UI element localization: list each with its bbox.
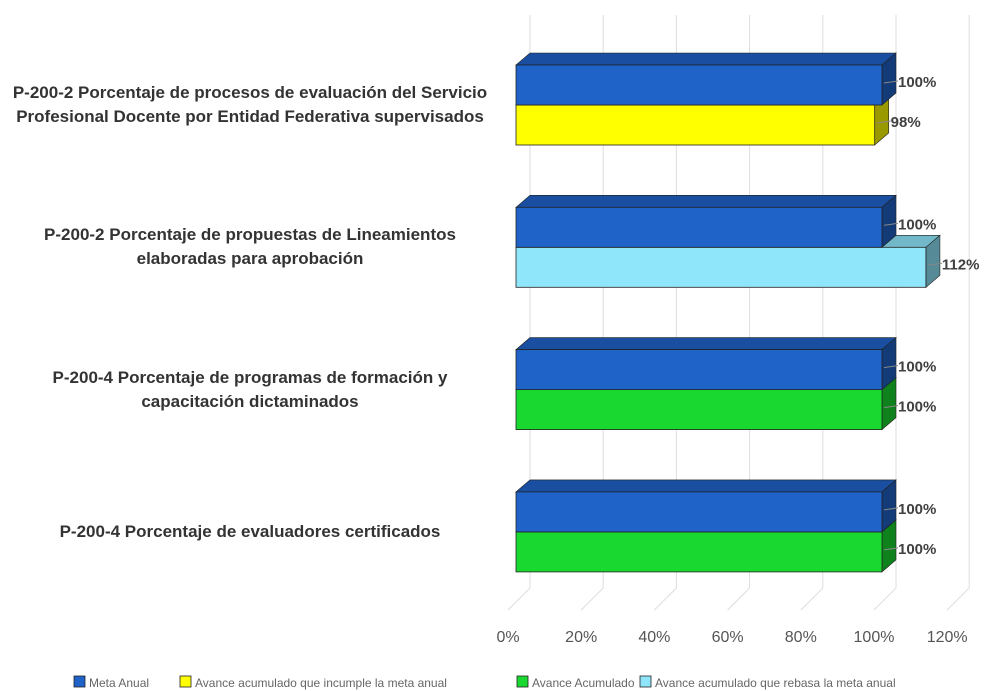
value-label: 100% — [898, 541, 936, 558]
x-tick-label: 120% — [927, 629, 968, 646]
label-leader — [883, 405, 899, 409]
x-tick-label: 60% — [712, 629, 744, 646]
bar — [515, 206, 883, 248]
bar-top — [515, 52, 897, 66]
label-leader — [883, 365, 899, 369]
legend-label: Avance acumulado que rebasa la meta anua… — [655, 676, 896, 690]
value-label: 100% — [898, 359, 936, 376]
value-label: 100% — [898, 216, 936, 233]
bar-top — [515, 195, 897, 208]
bar — [515, 491, 883, 533]
x-tick-label: 100% — [854, 629, 895, 646]
label-leader — [883, 80, 899, 84]
legend-swatch — [73, 675, 86, 688]
bar — [515, 349, 883, 391]
value-label: 100% — [898, 399, 936, 416]
legend-label: Avance Acumulado — [532, 676, 635, 690]
bar — [515, 104, 876, 146]
bar-top — [515, 479, 897, 493]
category-label: P-200-4 Porcentaje de evaluadores certif… — [59, 521, 441, 541]
x-tick-label: 0% — [496, 629, 519, 646]
legend-label: Meta Anual — [89, 676, 149, 690]
x-tick-label: 40% — [638, 629, 670, 646]
bar — [515, 531, 883, 573]
label-leader — [927, 262, 942, 266]
value-label: 100% — [898, 501, 936, 518]
bar-top — [515, 337, 897, 350]
legend-swatch — [179, 675, 192, 688]
bar — [515, 64, 883, 106]
label-leader — [883, 222, 899, 226]
category-label: P-200-2 Porcentaje de procesos de evalua… — [12, 83, 488, 126]
legend-swatch — [639, 675, 652, 688]
category-label: P-200-4 Porcentaje de programas de forma… — [52, 367, 448, 411]
x-tick-label: 20% — [565, 629, 597, 646]
label-leader — [883, 507, 899, 511]
bar — [515, 389, 883, 431]
value-label: 98% — [891, 114, 921, 131]
legend-swatch — [516, 675, 529, 688]
x-tick-label: 80% — [785, 629, 817, 646]
label-leader — [876, 120, 891, 124]
grid-line — [946, 15, 970, 611]
bar — [515, 246, 927, 288]
value-label: 100% — [898, 74, 936, 91]
legend-label: Avance acumulado que incumple la meta an… — [195, 676, 447, 690]
category-label: P-200-2 Porcentaje de propuestas de Line… — [44, 225, 456, 269]
label-leader — [883, 547, 899, 551]
value-label: 112% — [942, 256, 980, 273]
